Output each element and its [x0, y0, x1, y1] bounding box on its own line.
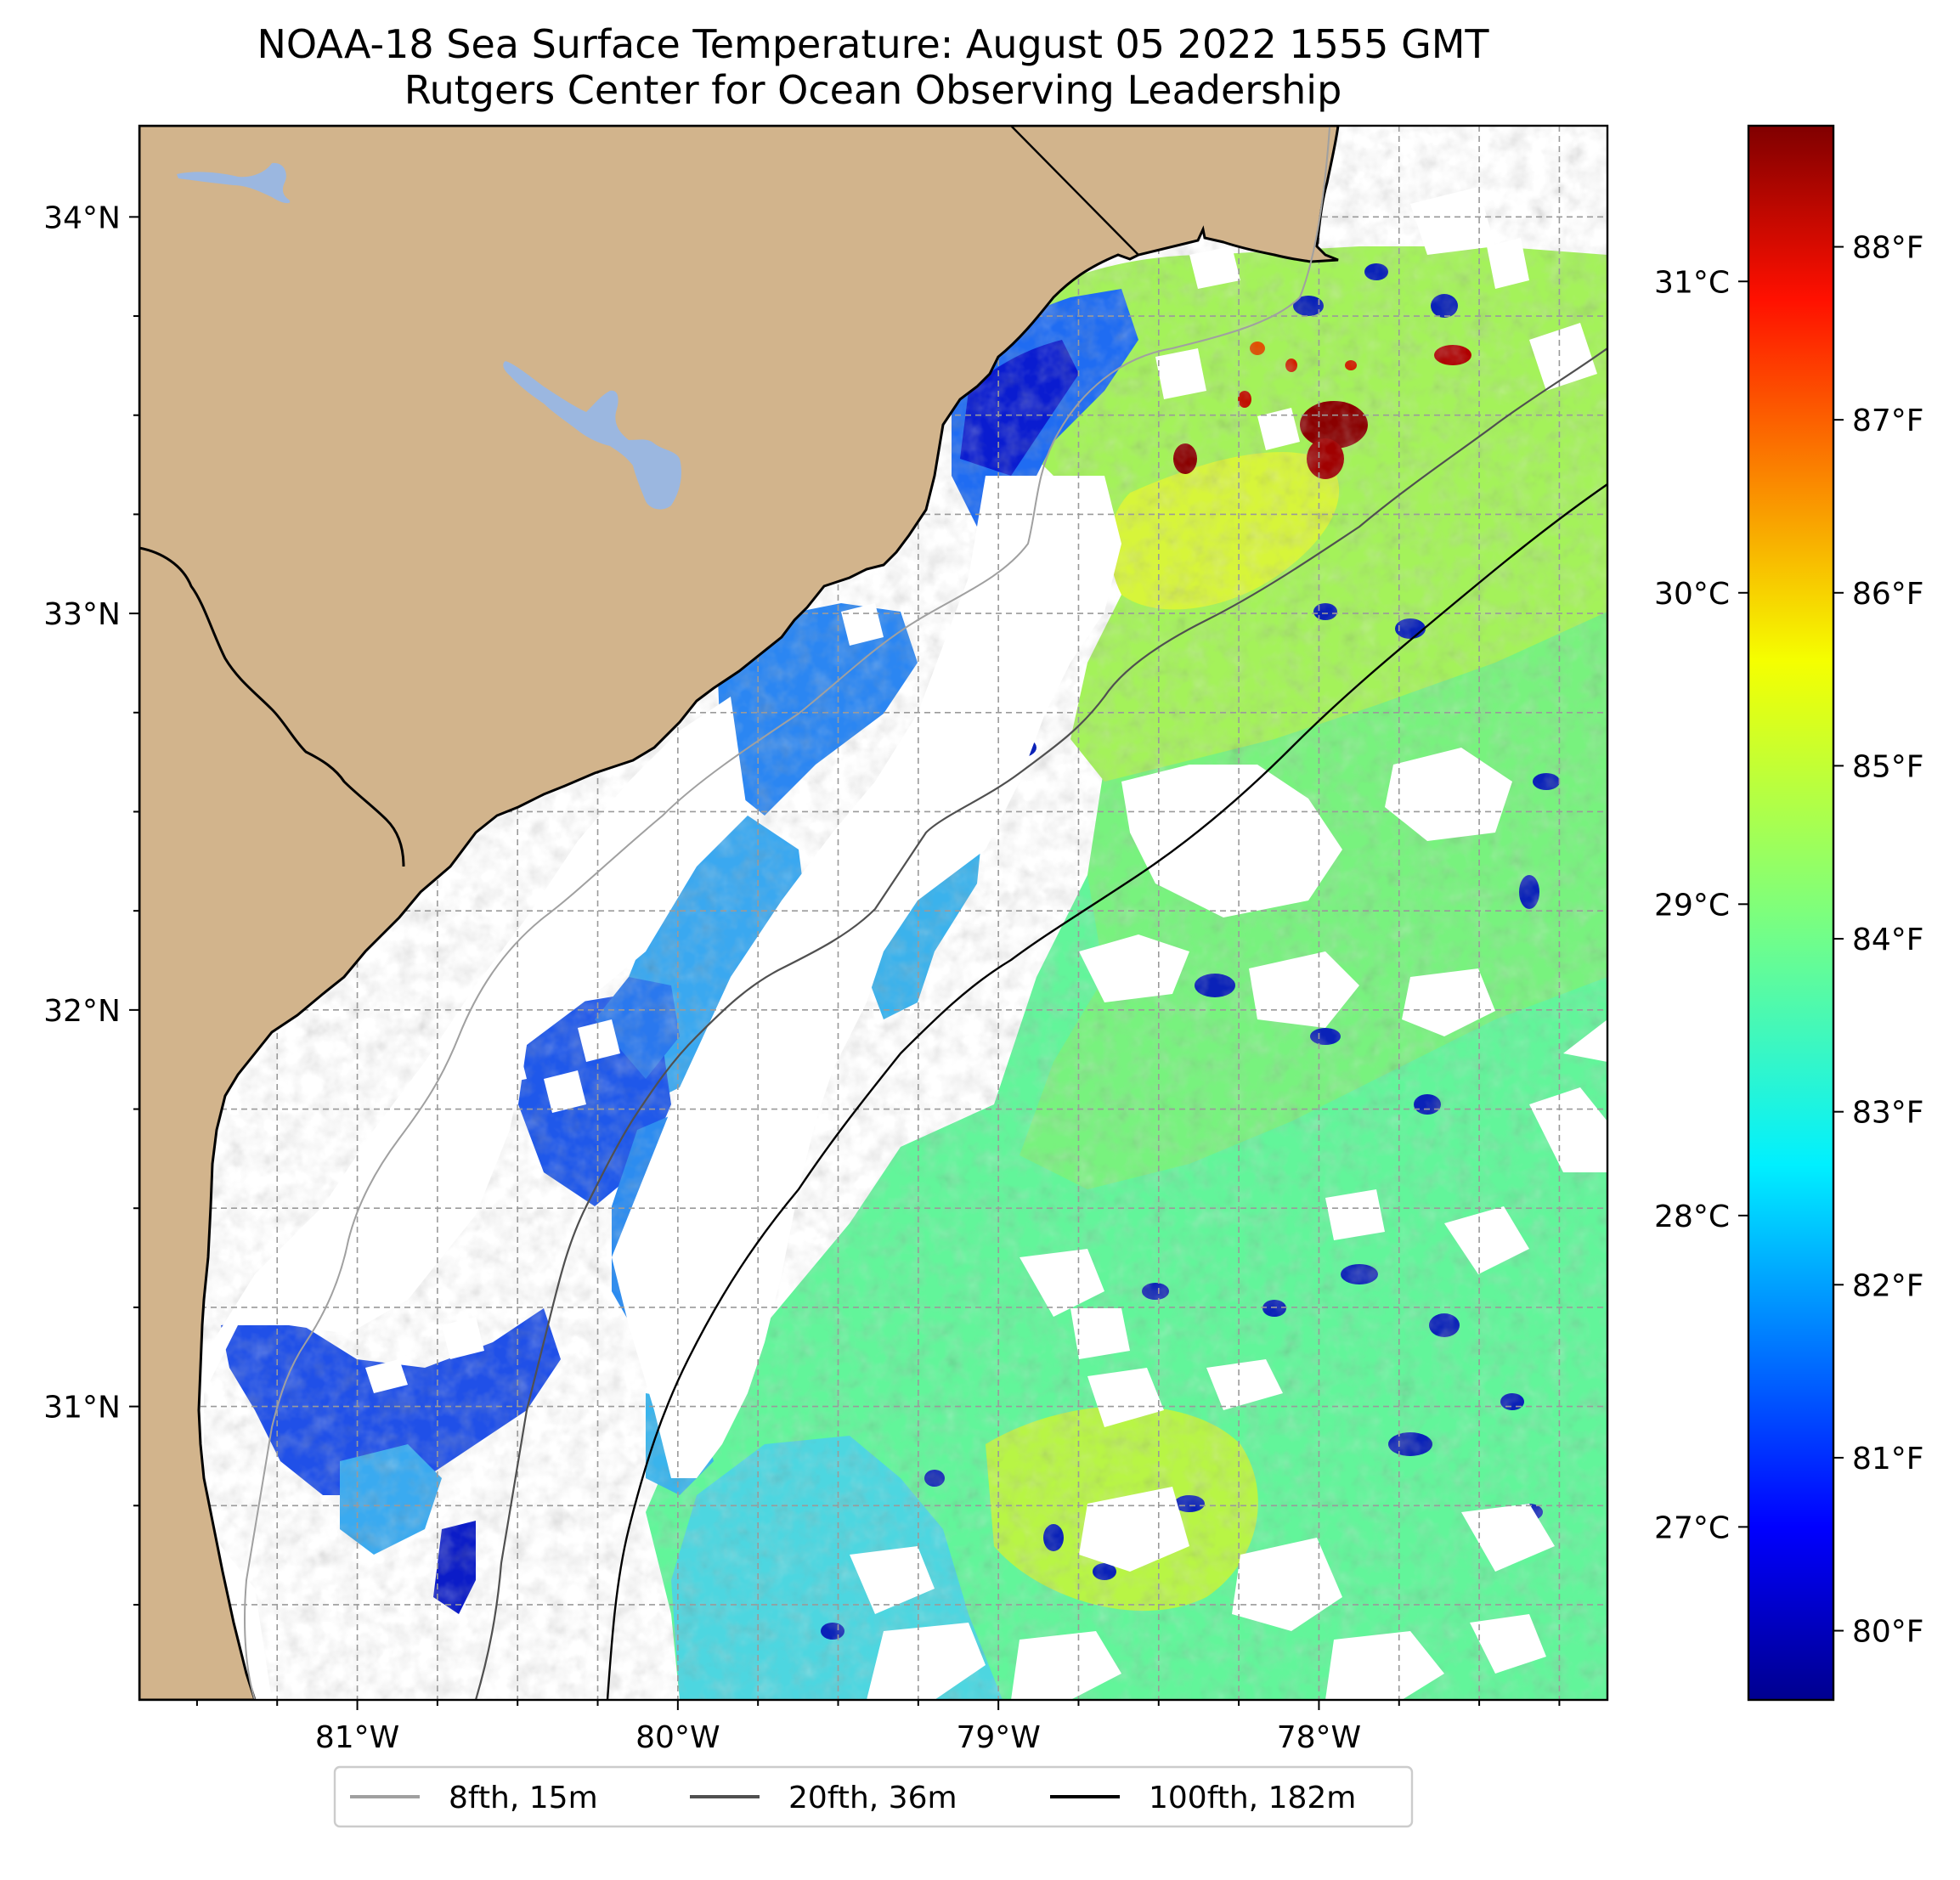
colorbar-gradient — [1747, 124, 1835, 1702]
colorbar-f-label: 86°F — [1852, 577, 1924, 612]
contour-8fth — [244, 127, 1330, 1700]
colorbar-c-label: 28°C — [1654, 1200, 1730, 1234]
colorbar-c-label: 27°C — [1654, 1510, 1730, 1545]
legend-box — [333, 1765, 1414, 1828]
map-title: NOAA-18 Sea Surface Temperature: August … — [257, 21, 1489, 67]
lat-tick-label: 33°N — [43, 597, 121, 632]
depth-contours — [244, 127, 1607, 1700]
colorbar-c-label: 31°C — [1654, 265, 1730, 300]
map-plot-area[interactable] — [139, 126, 1607, 1700]
colorbar-f-label: 88°F — [1852, 231, 1924, 266]
map-frame — [138, 124, 1609, 1702]
lakes — [177, 162, 681, 510]
colorbar-f-label: 82°F — [1852, 1268, 1924, 1303]
colorbar-f-label: 84°F — [1852, 923, 1924, 957]
legend-label: 100fth, 182m — [1149, 1781, 1356, 1815]
colorbar: 88°F 87°F 86°F 85°F 84°F 83°F 82°F 81°F 80°F 31°… — [1654, 124, 1924, 1702]
lat-tick-label: 34°N — [43, 200, 121, 235]
colorbar-celsius-ticks: 31°C 30°C 29°C 28°C 27°C — [1654, 265, 1748, 1545]
land-mass — [139, 126, 1340, 1700]
longitude-axis: 81°W 80°W 79°W 78°W — [195, 1700, 1561, 1755]
colorbar-f-label: 80°F — [1852, 1615, 1924, 1650]
colorbar-c-label: 30°C — [1654, 577, 1730, 612]
state-border — [1010, 126, 1139, 256]
depth-legend: 8fth, 15m 20fth, 36m 100fth, 182m — [333, 1765, 1414, 1828]
contour-20fth — [474, 347, 1607, 1700]
colorbar-f-label: 85°F — [1852, 749, 1924, 784]
lat-tick-label: 31°N — [43, 1391, 121, 1426]
lat-tick-label: 32°N — [43, 994, 121, 1029]
contour-100fth — [606, 483, 1607, 1700]
lon-tick-label: 78°W — [1277, 1720, 1361, 1755]
river-boundary — [139, 546, 405, 867]
legend-label: 8fth, 15m — [449, 1781, 598, 1815]
map-subtitle: Rutgers Center for Ocean Observing Leade… — [404, 67, 1342, 113]
colorbar-f-label: 81°F — [1852, 1442, 1924, 1476]
colorbar-fahrenheit-ticks: 88°F 87°F 86°F 85°F 84°F 83°F 82°F 81°F 80°F — [1833, 231, 1924, 1650]
latitude-axis: 31°N 32°N 33°N 34°N — [43, 200, 139, 1606]
colorbar-c-label: 29°C — [1654, 888, 1730, 923]
legend-label: 20fth, 36m — [788, 1781, 957, 1815]
colorbar-f-label: 83°F — [1852, 1096, 1924, 1131]
colorbar-f-label: 87°F — [1852, 404, 1924, 438]
lon-tick-label: 80°W — [635, 1720, 720, 1755]
lon-tick-label: 81°W — [315, 1720, 399, 1755]
lon-tick-label: 79°W — [956, 1720, 1040, 1755]
